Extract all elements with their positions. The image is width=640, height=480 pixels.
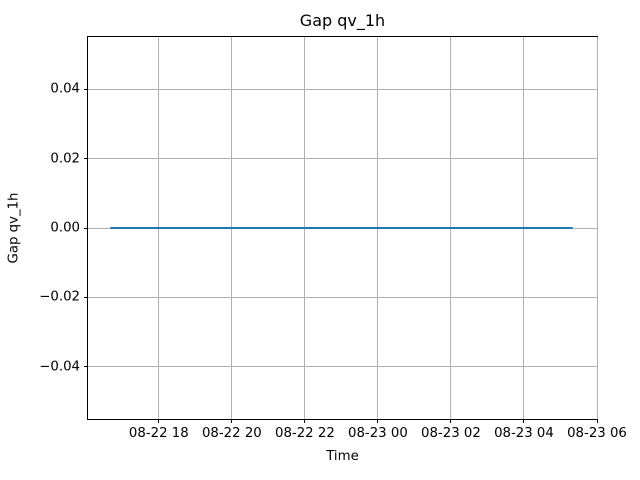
series-line-gap-qv_1h: [109, 227, 573, 229]
y-gridline: [88, 366, 597, 368]
y-tick-mark: [84, 227, 88, 229]
y-gridline: [88, 88, 597, 90]
x-tick-mark: [450, 419, 452, 423]
x-axis-label: Time: [326, 449, 359, 464]
chart-title: Gap qv_1h: [299, 11, 386, 30]
y-tick-label: −0.02: [39, 289, 80, 305]
y-tick-mark: [84, 366, 88, 368]
x-tick-mark: [523, 419, 525, 423]
x-tick-label: 08-22 20: [201, 426, 262, 441]
x-tick-label: 08-23 04: [494, 426, 554, 441]
x-tick-mark: [158, 419, 160, 423]
y-axis-label: Gap qv_1h: [6, 192, 22, 264]
y-tick-mark: [84, 296, 88, 298]
y-gridline: [88, 158, 597, 160]
x-tick-mark: [596, 419, 598, 423]
y-tick-label: 0.04: [50, 81, 80, 97]
plot-area: 08-22 18 08-22 20 08-22 22 08-23 00 08-23 02…: [39, 36, 627, 441]
y-tick-mark: [84, 88, 88, 90]
x-tick-label: 08-23 02: [421, 426, 481, 441]
x-tick-label: 08-23 06: [567, 426, 627, 441]
y-tick-label: 0.00: [50, 220, 80, 236]
y-tick-mark: [84, 158, 88, 160]
x-tick-mark: [304, 419, 306, 423]
x-tick-label: 08-22 18: [128, 426, 189, 441]
x-tick-label: 08-23 00: [348, 426, 408, 441]
x-tick-mark: [377, 419, 379, 423]
y-tick-label: −0.04: [39, 359, 80, 375]
y-tick-label: 0.02: [50, 151, 80, 167]
x-tick-label: 08-22 22: [274, 426, 335, 441]
x-tick-mark: [231, 419, 233, 423]
x-gridline: [596, 37, 598, 419]
y-gridline: [88, 296, 597, 298]
